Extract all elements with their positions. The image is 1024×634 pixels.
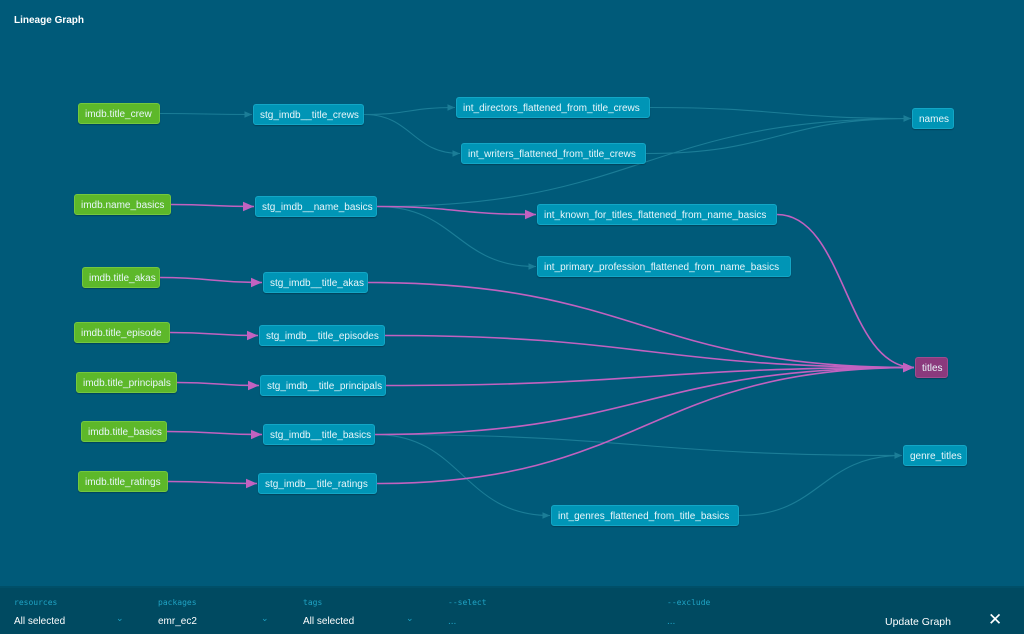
node-names[interactable]: names [912,108,954,129]
edge-int-directors-to-names [649,106,912,122]
resources-label: resources [14,598,58,607]
exclude-label: --exclude [667,598,711,607]
edge-title-crew-to-stg-crews [159,111,253,118]
node-stg-ratings[interactable]: stg_imdb__title_ratings [258,473,377,494]
filter-bar: resources All selected ⌄ packages emr_ec… [0,586,1024,634]
node-stg-name[interactable]: stg_imdb__name_basics [255,196,377,217]
node-stg-basics[interactable]: stg_imdb__title_basics [263,424,375,445]
node-stg-episodes[interactable]: stg_imdb__title_episodes [259,325,385,346]
resources-select[interactable]: All selected [14,616,66,627]
edge-int-genres-to-genre-titles [738,452,903,517]
select-label: --select [448,598,487,607]
edge-stg-name-to-int-primary [376,205,537,270]
edge-stg-ratings-to-titles [376,362,915,485]
node-name-basics[interactable]: imdb.name_basics [74,194,171,215]
edge-stg-akas-to-titles [367,281,915,373]
node-title-principals[interactable]: imdb.title_principals [76,372,177,393]
node-int-known[interactable]: int_known_for_titles_flattened_from_name… [537,204,777,225]
node-int-directors[interactable]: int_directors_flattened_from_title_crews [456,97,650,118]
packages-select[interactable]: emr_ec2 [158,616,197,627]
edge-stg-episodes-to-titles [384,334,915,373]
edge-int-known-to-titles [776,213,915,373]
node-title-akas[interactable]: imdb.title_akas [82,267,160,288]
node-stg-crews[interactable]: stg_imdb__title_crews [253,104,364,125]
edge-stg-crews-to-int-writers [363,113,461,157]
edge-title-akas-to-stg-akas [159,276,263,288]
close-icon[interactable]: ✕ [988,610,1003,630]
chevron-down-icon[interactable]: ⌄ [116,614,124,624]
edge-title-ratings-to-stg-ratings [167,478,258,489]
update-graph-button[interactable]: Update Graph [885,616,951,628]
edge-stg-principals-to-titles [385,362,915,387]
tags-select[interactable]: All selected [303,616,355,627]
exclude-input[interactable]: ... [667,616,676,627]
tags-label: tags [303,598,323,607]
node-titles[interactable]: titles [915,357,948,378]
edge-stg-crews-to-int-directors [363,104,456,116]
node-int-genres[interactable]: int_genres_flattened_from_title_basics [551,505,739,526]
edge-stg-basics-to-genre-titles [374,433,903,459]
node-stg-principals[interactable]: stg_imdb__title_principals [260,375,386,396]
edge-title-episode-to-stg-episodes [169,330,259,341]
node-stg-akas[interactable]: stg_imdb__title_akas [263,272,368,293]
packages-label: packages [158,598,197,607]
chevron-down-icon[interactable]: ⌄ [261,614,269,624]
edge-stg-basics-to-titles [374,362,915,436]
edge-title-principals-to-stg-principals [176,380,260,391]
node-title-crew[interactable]: imdb.title_crew [78,103,160,124]
page-title: Lineage Graph [14,15,85,26]
edge-stg-basics-to-int-genres [374,433,551,519]
edge-name-basics-to-stg-name [170,201,255,212]
node-title-episode[interactable]: imdb.title_episode [74,322,170,343]
edge-title-basics-to-stg-basics [166,429,263,440]
node-genre-titles[interactable]: genre_titles [903,445,967,466]
lineage-graph-edges [159,104,915,519]
chevron-down-icon[interactable]: ⌄ [406,614,414,624]
node-int-primary[interactable]: int_primary_profession_flattened_from_na… [537,256,791,277]
select-input[interactable]: ... [448,616,457,627]
node-int-writers[interactable]: int_writers_flattened_from_title_crews [461,143,646,164]
node-title-ratings[interactable]: imdb.title_ratings [78,471,168,492]
node-title-basics[interactable]: imdb.title_basics [81,421,167,442]
edge-stg-name-to-int-known [376,205,537,220]
edge-int-writers-to-names [645,115,912,155]
